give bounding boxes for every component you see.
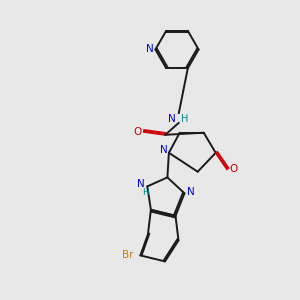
Text: N: N bbox=[168, 114, 176, 124]
Text: H: H bbox=[142, 188, 149, 197]
Text: N: N bbox=[187, 187, 195, 197]
Text: O: O bbox=[230, 164, 238, 174]
Text: N: N bbox=[146, 44, 154, 55]
Text: Br: Br bbox=[122, 250, 134, 260]
Text: N: N bbox=[160, 146, 167, 155]
Text: H: H bbox=[181, 114, 188, 124]
Text: N: N bbox=[137, 179, 145, 189]
Text: O: O bbox=[133, 127, 141, 137]
